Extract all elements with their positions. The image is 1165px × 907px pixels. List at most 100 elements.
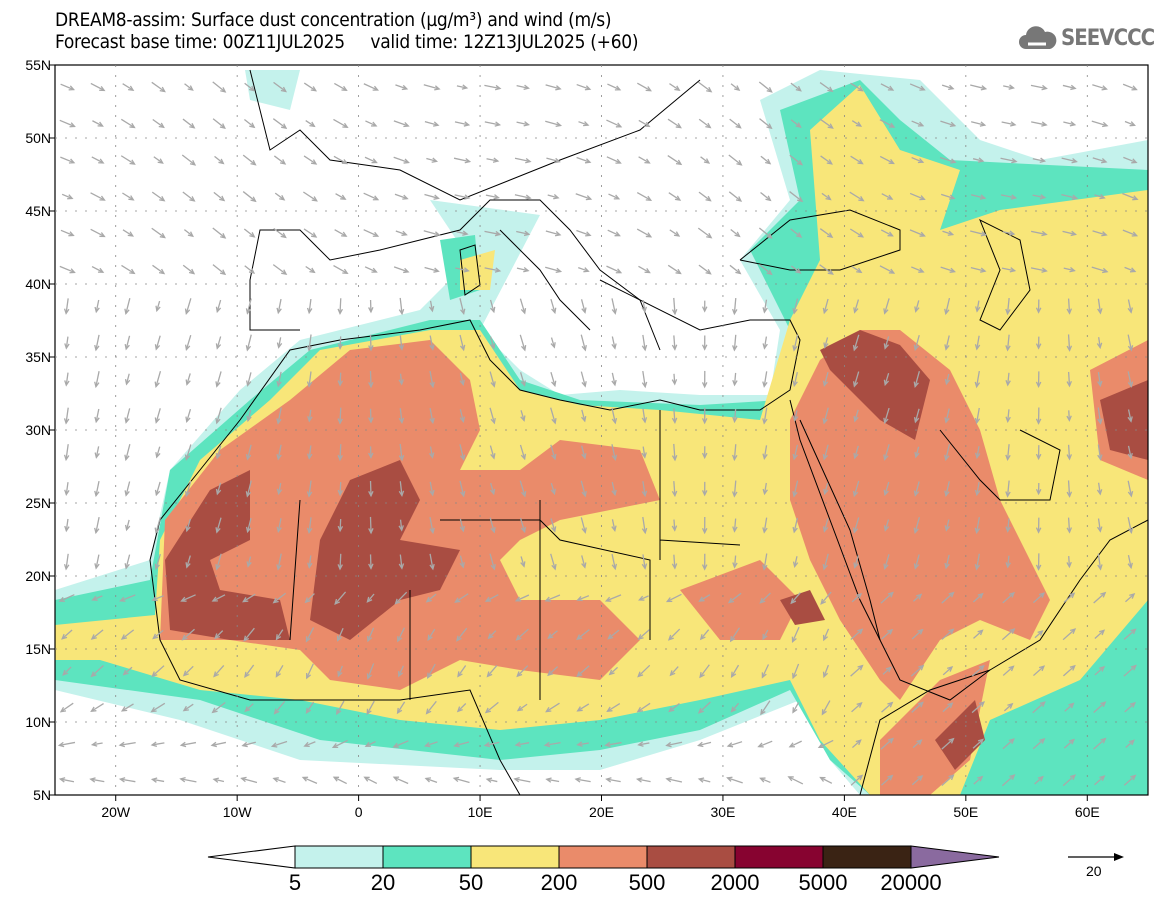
wind-arrow	[822, 298, 829, 315]
wind-arrow	[486, 157, 500, 163]
wind-arrow	[973, 775, 984, 785]
wind-arrow	[365, 120, 378, 127]
wind-arrow	[456, 703, 467, 713]
wind-arrow	[1066, 444, 1073, 461]
wind-arrow	[428, 300, 435, 313]
wind-arrow	[90, 228, 106, 238]
wind-arrow	[1005, 409, 1011, 423]
wind-arrow	[519, 298, 527, 315]
wind-arrow	[368, 516, 374, 535]
wind-arrow	[337, 444, 343, 462]
wind-arrow	[395, 230, 408, 236]
wind-arrow	[911, 701, 924, 713]
wind-arrow	[667, 628, 681, 641]
wind-arrow	[909, 83, 926, 91]
wind-arrow	[821, 192, 832, 201]
wind-arrow	[1032, 738, 1046, 750]
wind-arrow	[1127, 409, 1133, 423]
wind-arrow	[641, 516, 648, 535]
dust-200-500	[790, 330, 1050, 700]
wind-arrow	[337, 519, 344, 533]
wind-arrow	[275, 665, 284, 678]
wind-arrow	[90, 629, 104, 640]
dust-500-2000	[310, 460, 460, 640]
wind-arrow	[822, 628, 830, 642]
wind-arrow	[273, 227, 287, 239]
wind-arrow	[912, 739, 923, 749]
wind-arrow	[304, 593, 315, 604]
wind-arrow	[489, 371, 496, 388]
colorbar-label: 20	[371, 870, 395, 895]
wind-arrow	[212, 81, 227, 93]
wind-arrow	[701, 407, 708, 425]
wind-arrow	[337, 407, 343, 425]
wind-arrow	[580, 517, 587, 534]
wind-arrow	[545, 777, 560, 783]
wind-arrow	[429, 553, 435, 571]
wind-arrow	[701, 300, 708, 313]
wind-arrow	[550, 337, 556, 349]
wind-arrow	[246, 409, 252, 423]
wind-arrow	[457, 665, 467, 678]
wind-arrow	[607, 83, 622, 91]
wind-arrow	[727, 592, 742, 604]
wind-arrow	[484, 121, 502, 127]
wind-arrow	[910, 664, 925, 677]
wind-arrow	[941, 591, 955, 604]
wind-arrow	[575, 193, 593, 201]
wind-arrow	[641, 481, 648, 498]
wind-arrow	[514, 594, 530, 602]
wind-arrow	[120, 118, 136, 129]
wind-arrow	[1066, 334, 1073, 352]
wind-arrow	[975, 300, 981, 313]
wind-arrow	[881, 774, 894, 786]
lon-label: 0	[355, 804, 363, 820]
wind-arrow	[91, 265, 105, 273]
wind-arrow	[1032, 701, 1046, 714]
wind-arrow	[154, 371, 162, 389]
wind-arrow	[850, 664, 864, 677]
wind-arrow	[1092, 84, 1108, 91]
wind-arrow	[276, 483, 283, 496]
wind-arrow	[1063, 267, 1076, 273]
wind-arrow	[757, 740, 773, 748]
wind-arrow	[94, 408, 100, 424]
lat-label: 40N	[25, 276, 51, 292]
wind-arrow	[698, 118, 712, 129]
wind-arrow	[122, 229, 135, 237]
wind-arrow	[576, 595, 590, 602]
wind-arrow	[911, 156, 925, 164]
wind-arrow	[547, 630, 558, 640]
wind-arrow	[484, 594, 499, 602]
wind-arrow	[1032, 592, 1046, 604]
wind-arrow	[581, 409, 587, 423]
chart-title: DREAM8-assim: Surface dust concentration…	[55, 9, 612, 31]
wind-arrow	[974, 407, 981, 425]
wind-arrow	[305, 265, 316, 274]
wind-arrow	[1096, 337, 1103, 350]
wind-arrow	[883, 481, 890, 497]
wind-arrow	[182, 665, 194, 677]
wind-arrow	[58, 594, 75, 602]
wind-arrow	[455, 267, 470, 273]
wind-arrow	[398, 481, 405, 498]
wind-arrow	[1000, 194, 1018, 200]
wind-arrow	[1005, 298, 1011, 316]
wind-arrow	[883, 444, 890, 461]
wind-arrow	[337, 372, 344, 387]
wind-arrow	[1032, 194, 1047, 200]
wind-arrow	[547, 666, 559, 677]
wind-arrow	[820, 155, 833, 165]
wind-arrow	[59, 119, 76, 128]
colorbar-swatch	[294, 845, 384, 869]
wind-arrow	[459, 298, 466, 316]
wind-arrow	[604, 741, 622, 748]
wind-arrow	[944, 408, 950, 424]
wind-arrow	[543, 741, 561, 748]
wind-arrow	[972, 738, 985, 749]
wind-arrow	[215, 517, 222, 534]
wind-arrow	[366, 700, 375, 716]
wind-reference-label: 20	[1086, 863, 1102, 879]
wind-arrow	[762, 371, 768, 388]
wind-arrow	[396, 701, 406, 715]
